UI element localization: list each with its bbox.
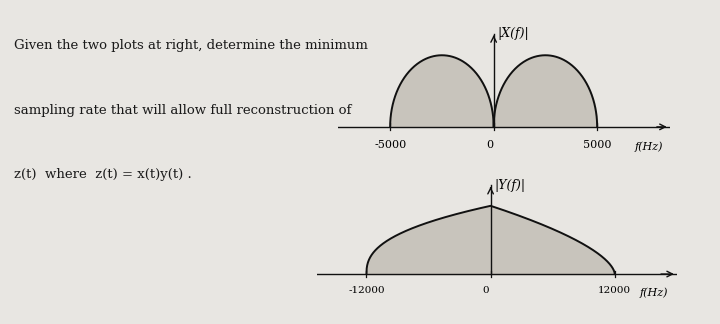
Text: sampling rate that will allow full reconstruction of: sampling rate that will allow full recon… xyxy=(14,104,352,117)
Text: 12000: 12000 xyxy=(598,286,631,295)
Text: 0: 0 xyxy=(482,286,489,295)
Text: 5000: 5000 xyxy=(583,140,611,150)
Text: |X(f)|: |X(f)| xyxy=(498,27,529,40)
Text: z(t)  where  z(t) = x(t)y(t) .: z(t) where z(t) = x(t)y(t) . xyxy=(14,168,192,181)
Text: |Y(f)|: |Y(f)| xyxy=(495,179,526,192)
Text: f(Hz): f(Hz) xyxy=(635,141,663,152)
Text: Given the two plots at right, determine the minimum: Given the two plots at right, determine … xyxy=(14,39,368,52)
Text: -12000: -12000 xyxy=(348,286,384,295)
Text: f(Hz): f(Hz) xyxy=(640,288,669,298)
Text: -5000: -5000 xyxy=(374,140,406,150)
Text: 0: 0 xyxy=(486,140,493,150)
